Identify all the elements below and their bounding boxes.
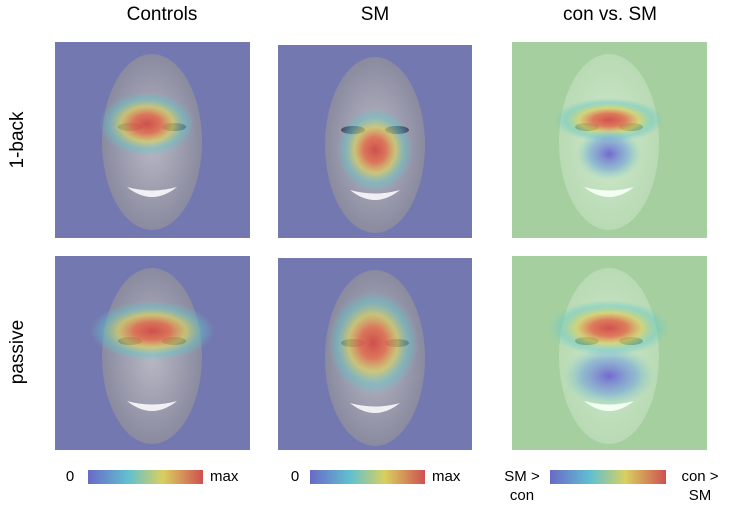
heatmap-panel bbox=[278, 258, 472, 450]
colorbar-label: con > bbox=[681, 468, 718, 485]
colorbar-label: con bbox=[510, 487, 534, 504]
colorbar bbox=[550, 470, 666, 484]
colorbar-label: 0 bbox=[291, 468, 299, 485]
row-label: passive bbox=[7, 320, 28, 384]
colorbar-label: max bbox=[210, 468, 239, 485]
heatmap-panel bbox=[55, 256, 250, 450]
colorbar-label: 0 bbox=[66, 468, 74, 485]
column-header: con vs. SM bbox=[563, 4, 657, 25]
colorbar bbox=[88, 470, 203, 484]
colorbar bbox=[310, 470, 425, 484]
colorbar-label: max bbox=[432, 468, 461, 485]
row-label: 1-back bbox=[7, 111, 28, 169]
colorbar-label: SM > bbox=[504, 468, 540, 485]
heatmap-panel bbox=[512, 42, 707, 238]
heatmap-panel bbox=[278, 45, 472, 238]
column-header: Controls bbox=[127, 4, 198, 25]
column-header: SM bbox=[361, 4, 390, 25]
colorbar-label: SM bbox=[689, 487, 712, 504]
heatmap-panel bbox=[512, 256, 707, 450]
heatmap-panel bbox=[55, 42, 250, 238]
